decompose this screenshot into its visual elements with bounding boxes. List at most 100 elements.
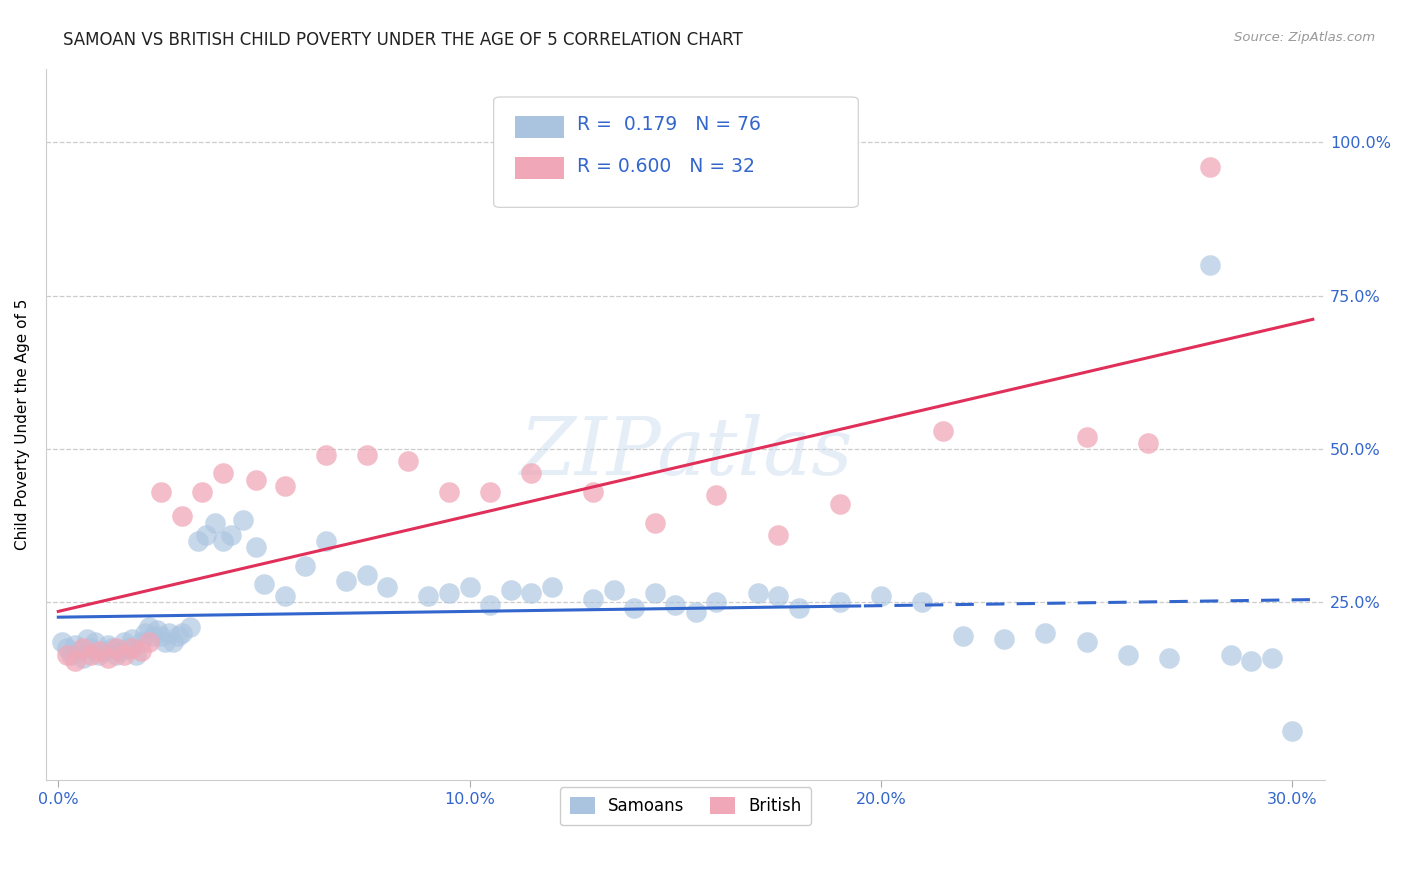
Point: [97, 638, 120, 652]
Point: [55, 641, 77, 656]
Point: [582, 592, 605, 607]
Point: [952, 629, 974, 643]
Point: [112, 635, 135, 649]
Point: [479, 484, 502, 499]
Point: [72, 641, 94, 656]
Point: [93, 644, 115, 658]
Point: [253, 577, 276, 591]
Point: [1035, 626, 1057, 640]
Point: [59, 648, 82, 662]
Point: [706, 595, 728, 609]
Point: [931, 424, 953, 438]
Point: [766, 528, 789, 542]
Point: [101, 641, 124, 656]
Point: [870, 589, 893, 603]
Point: [315, 533, 337, 548]
Point: [1116, 648, 1139, 662]
Point: [142, 629, 165, 643]
Text: SAMOAN VS BRITISH CHILD POVERTY UNDER THE AGE OF 5 CORRELATION CHART: SAMOAN VS BRITISH CHILD POVERTY UNDER TH…: [63, 31, 742, 49]
Point: [911, 595, 934, 609]
Point: [499, 583, 522, 598]
Point: [479, 599, 502, 613]
Point: [134, 626, 156, 640]
Point: [356, 448, 378, 462]
Point: [72, 650, 94, 665]
Point: [55, 648, 77, 662]
Point: [150, 629, 173, 643]
Point: [828, 497, 851, 511]
Point: [129, 644, 152, 658]
Point: [245, 540, 267, 554]
Point: [1199, 160, 1222, 174]
Point: [63, 654, 86, 668]
Text: ZIPatlas: ZIPatlas: [519, 414, 852, 491]
Point: [121, 641, 143, 656]
Point: [706, 488, 728, 502]
Point: [211, 533, 233, 548]
Point: [1076, 430, 1098, 444]
Point: [520, 586, 543, 600]
Legend: Samoans, British: Samoans, British: [560, 787, 811, 825]
Point: [146, 623, 169, 637]
Point: [157, 626, 180, 640]
Point: [108, 644, 131, 658]
Point: [76, 632, 98, 647]
Point: [211, 467, 233, 481]
Point: [520, 467, 543, 481]
Point: [1157, 650, 1180, 665]
Point: [418, 589, 440, 603]
Point: [747, 586, 769, 600]
Point: [121, 632, 143, 647]
Point: [437, 484, 460, 499]
Point: [1240, 654, 1263, 668]
Point: [80, 648, 103, 662]
Point: [129, 635, 152, 649]
Point: [51, 635, 73, 649]
Point: [1219, 648, 1241, 662]
Point: [104, 641, 127, 656]
Text: Source: ZipAtlas.com: Source: ZipAtlas.com: [1234, 31, 1375, 45]
Point: [1281, 724, 1303, 739]
Point: [104, 648, 127, 662]
Point: [67, 644, 90, 658]
FancyBboxPatch shape: [516, 116, 564, 137]
Point: [63, 638, 86, 652]
Point: [170, 509, 193, 524]
Point: [191, 484, 214, 499]
FancyBboxPatch shape: [494, 97, 858, 207]
Point: [138, 620, 160, 634]
Point: [187, 533, 209, 548]
Point: [335, 574, 357, 588]
Point: [396, 454, 419, 468]
Point: [582, 484, 605, 499]
Point: [84, 635, 107, 649]
Point: [150, 484, 173, 499]
Point: [644, 516, 666, 530]
Point: [294, 558, 316, 573]
Point: [644, 586, 666, 600]
Point: [155, 635, 177, 649]
Point: [458, 580, 481, 594]
Point: [377, 580, 399, 594]
Point: [273, 589, 295, 603]
Point: [219, 528, 242, 542]
Point: [232, 512, 254, 526]
Point: [170, 626, 193, 640]
Point: [273, 479, 295, 493]
Y-axis label: Child Poverty Under the Age of 5: Child Poverty Under the Age of 5: [15, 299, 30, 550]
Point: [828, 595, 851, 609]
Point: [993, 632, 1015, 647]
Point: [125, 648, 148, 662]
Point: [1076, 635, 1098, 649]
Point: [685, 605, 707, 619]
Point: [89, 644, 111, 658]
Point: [437, 586, 460, 600]
Point: [195, 528, 218, 542]
FancyBboxPatch shape: [516, 158, 564, 178]
Text: R = 0.600   N = 32: R = 0.600 N = 32: [576, 156, 755, 176]
Point: [664, 599, 686, 613]
Point: [602, 583, 624, 598]
Point: [166, 629, 188, 643]
Point: [117, 641, 139, 656]
Point: [162, 635, 184, 649]
